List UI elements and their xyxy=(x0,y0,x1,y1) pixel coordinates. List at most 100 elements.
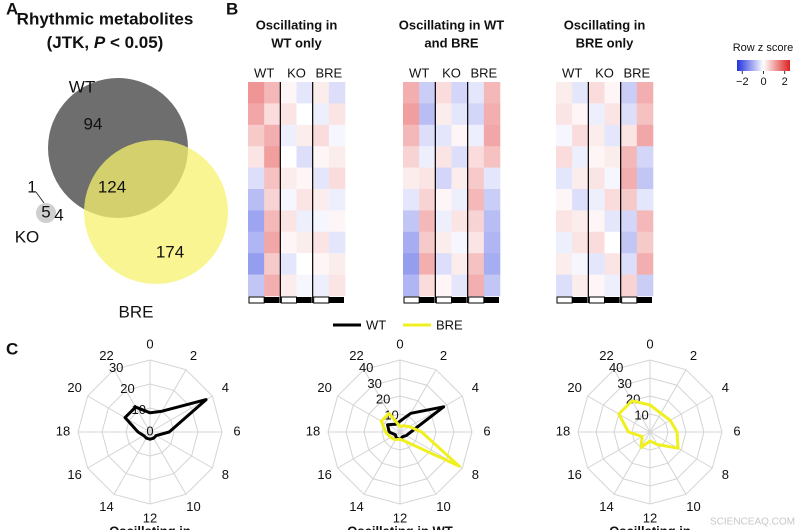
heatmap-cell xyxy=(451,231,468,254)
subtitle-part: P xyxy=(94,33,106,52)
heatmap-cell xyxy=(556,167,573,190)
heatmap-cell xyxy=(435,82,452,104)
heatmap-cell xyxy=(604,124,621,147)
angle-label: 8 xyxy=(722,467,729,482)
heatmap-cell xyxy=(328,124,346,147)
radar-line xyxy=(617,399,680,450)
heatmap-cell xyxy=(556,231,573,254)
radius-label: 20 xyxy=(376,392,390,407)
angle-label: 20 xyxy=(317,380,331,395)
heatmap-cell xyxy=(403,210,420,233)
heatmap-cell xyxy=(620,274,638,297)
region-count: 1 xyxy=(27,177,36,196)
heatmap-cell xyxy=(451,210,468,233)
heatmap-cell xyxy=(403,167,420,190)
heatmap-cell xyxy=(604,146,621,168)
heatmap-cell xyxy=(467,231,485,254)
angle-label: 18 xyxy=(306,423,320,438)
panel-letter: C xyxy=(6,339,18,358)
panel-letter: A xyxy=(6,0,18,18)
ring xyxy=(381,413,419,451)
radius-label: 10 xyxy=(634,408,648,423)
heatmap-cell xyxy=(248,231,265,254)
group-label: WT xyxy=(254,65,274,80)
angle-label: 0 xyxy=(146,336,153,351)
heatmap-cell xyxy=(604,274,621,297)
set-circle xyxy=(36,203,56,223)
heatmap-cell xyxy=(636,167,654,190)
heatmap-cell xyxy=(604,253,621,275)
heatmap-cell xyxy=(467,146,485,168)
angle-label: 0 xyxy=(396,336,403,351)
heatmap-title: Oscillating in xyxy=(256,17,338,32)
heatmap-cell xyxy=(572,167,589,190)
heatmap-cell xyxy=(636,146,654,168)
angle-label: 16 xyxy=(317,467,331,482)
dark-bar xyxy=(483,297,499,303)
group-label: WT xyxy=(562,65,582,80)
heatmap-cell xyxy=(620,167,638,190)
angle-label: 16 xyxy=(67,467,81,482)
angle-label: 22 xyxy=(349,348,363,363)
heatmap-cell xyxy=(280,124,297,147)
heatmap-cell xyxy=(280,146,297,168)
radar-title: Oscillating in WT xyxy=(347,523,453,530)
heatmap-cell xyxy=(264,274,281,297)
colorbar-tick-label: 2 xyxy=(782,76,788,88)
angle-label: 12 xyxy=(393,510,407,525)
heatmap-cell xyxy=(280,231,297,254)
heatmap-cell xyxy=(312,146,330,168)
heatmap-cell xyxy=(264,103,281,126)
heatmap-cell xyxy=(620,189,638,211)
light-bar xyxy=(435,296,453,304)
heatmap-cell xyxy=(328,231,346,254)
spoke xyxy=(113,431,151,495)
heatmap-cell xyxy=(296,210,313,233)
angle-label: 4 xyxy=(472,380,479,395)
angle-label: 8 xyxy=(222,467,229,482)
radius-label: 30 xyxy=(367,376,381,391)
angle-label: 16 xyxy=(567,467,581,482)
heatmap-cell xyxy=(248,274,265,297)
spoke xyxy=(149,431,213,469)
heatmap-cell xyxy=(483,210,501,233)
heatmap-cell xyxy=(467,82,485,104)
angle-label: 18 xyxy=(556,423,570,438)
heatmap-title: and BRE xyxy=(424,35,479,50)
heatmap-cell xyxy=(312,274,330,297)
heatmap-cell xyxy=(296,146,313,168)
heatmap-cell xyxy=(556,146,573,168)
spoke xyxy=(87,395,151,433)
heatmap-cell xyxy=(419,274,436,297)
heatmap-cell xyxy=(312,253,330,275)
heatmap-cell xyxy=(588,103,605,126)
heatmap-cell xyxy=(636,274,654,297)
heatmap-cell xyxy=(328,189,346,211)
heatmap-cell xyxy=(328,167,346,190)
angle-label: 6 xyxy=(483,423,490,438)
angle-label: 14 xyxy=(599,499,613,514)
light-bar xyxy=(280,296,298,304)
heatmap-cell xyxy=(483,231,501,254)
light-bar xyxy=(403,296,420,304)
heatmap-cell xyxy=(636,253,654,275)
heatmap-cell xyxy=(312,103,330,126)
angle-label: 10 xyxy=(436,499,450,514)
heatmap-cell xyxy=(604,189,621,211)
heatmap-cell xyxy=(296,82,313,104)
heatmap-cell xyxy=(403,253,420,275)
heatmap-cell xyxy=(435,146,452,168)
heatmap-cell xyxy=(483,103,501,126)
heatmap-cell xyxy=(328,82,346,104)
light-bar xyxy=(313,296,330,304)
heatmap-cell xyxy=(280,82,297,104)
ring xyxy=(363,395,437,469)
heatmap-cell xyxy=(588,82,605,104)
spoke xyxy=(113,369,151,433)
heatmap-cell xyxy=(451,82,468,104)
angle-label: 2 xyxy=(440,348,447,363)
heatmap-cell xyxy=(280,274,297,297)
angle-label: 10 xyxy=(686,499,700,514)
